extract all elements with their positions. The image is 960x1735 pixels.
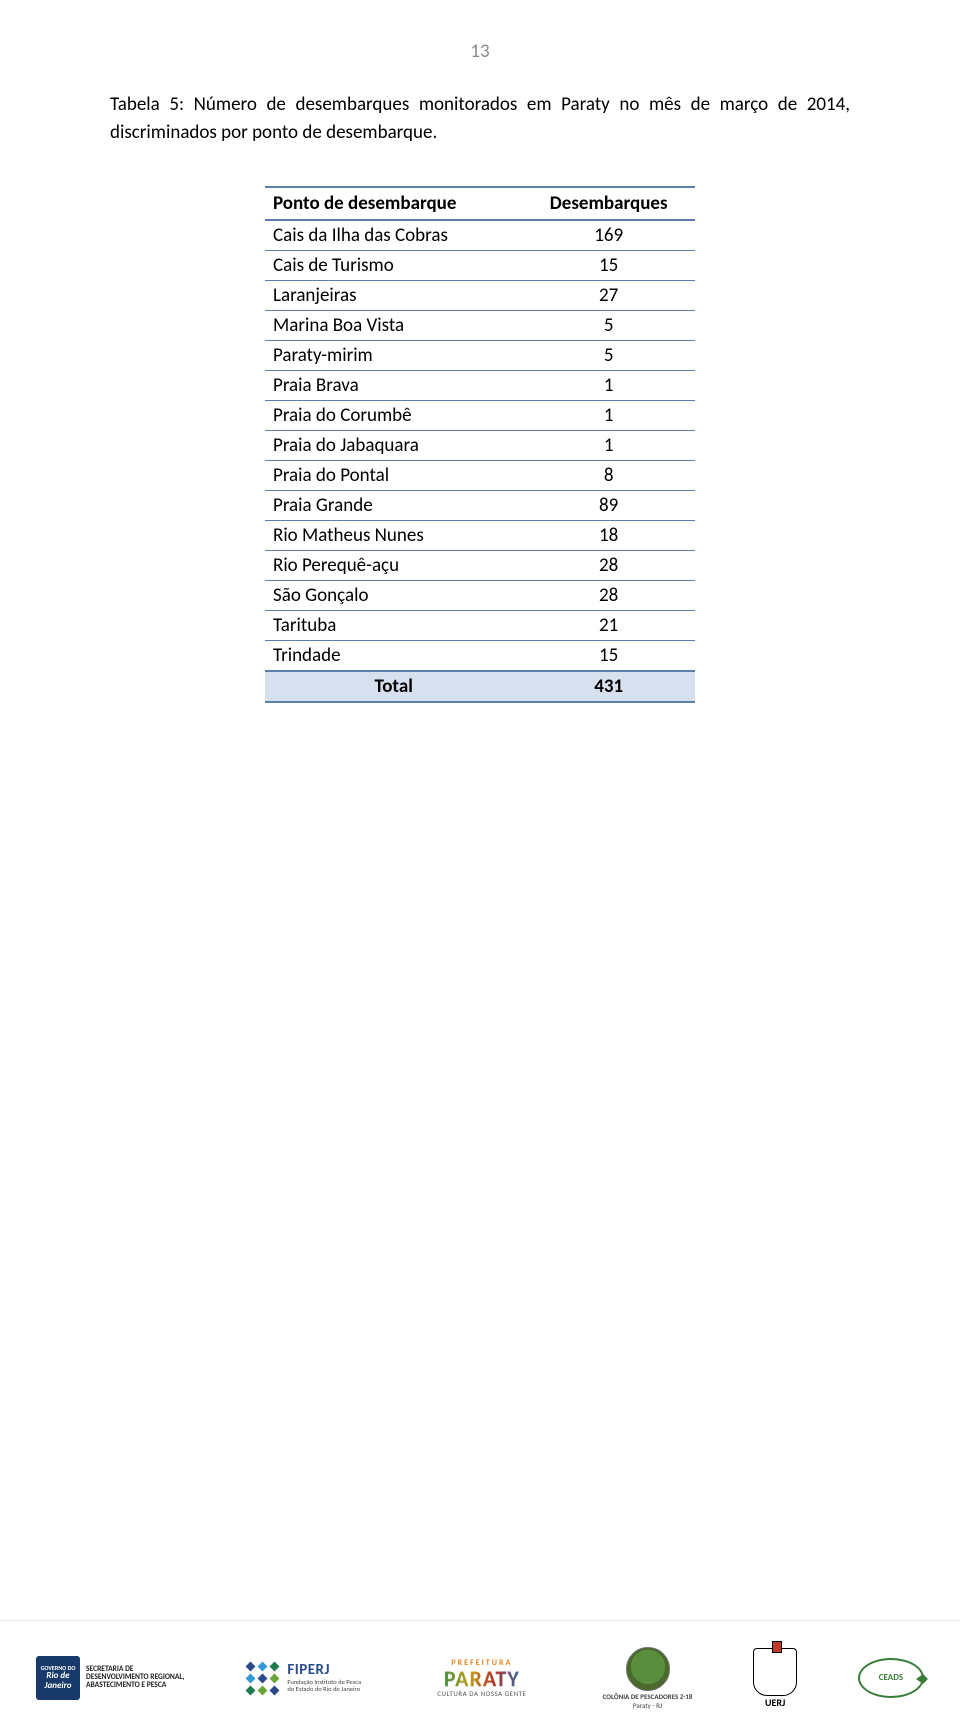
cell-value: 1 [522, 431, 695, 461]
cell-ponto: Praia Grande [265, 491, 522, 521]
logo-governo-rio: GOVERNO DO Rio de Janeiro SECRETARIA DE … [36, 1656, 185, 1700]
table-header-row: Ponto de desembarque Desembarques [265, 187, 695, 220]
fiperj-sub: Fundação Instituto de Pesca do Estado do… [287, 1679, 361, 1693]
cell-value: 15 [522, 641, 695, 672]
total-value: 431 [522, 671, 695, 702]
fiperj-title: FIPERJ [287, 1663, 361, 1679]
total-label: Total [265, 671, 522, 702]
rio-shield-icon: GOVERNO DO Rio de Janeiro [36, 1656, 80, 1700]
paraty-sub: CULTURA DA NOSSA GENTE [437, 1690, 526, 1697]
table-row: Rio Perequê-açu28 [265, 551, 695, 581]
table-body: Cais da Ilha das Cobras169Cais de Turism… [265, 220, 695, 702]
ceads-leaf-icon: CEADS [858, 1658, 924, 1698]
table-row: Cais de Turismo15 [265, 251, 695, 281]
col-header-desembarques: Desembarques [522, 187, 695, 220]
colonia-sub: Paraty - RJ [633, 1702, 662, 1709]
cell-ponto: Rio Matheus Nunes [265, 521, 522, 551]
rio-line3: Janeiro [41, 1681, 76, 1691]
ceads-label: CEADS [879, 1673, 903, 1682]
cell-ponto: Praia do Pontal [265, 461, 522, 491]
table-row: Tarituba21 [265, 611, 695, 641]
table-row: Praia do Pontal8 [265, 461, 695, 491]
rio-dept: SECRETARIA DE DESENVOLVIMENTO REGIONAL, … [86, 1666, 185, 1690]
cell-ponto: Rio Perequê-açu [265, 551, 522, 581]
cell-ponto: Paraty-mirim [265, 341, 522, 371]
table-row: Marina Boa Vista5 [265, 311, 695, 341]
cell-value: 1 [522, 371, 695, 401]
table-total-row: Total431 [265, 671, 695, 702]
col-header-ponto: Ponto de desembarque [265, 187, 522, 220]
cell-ponto: Praia Brava [265, 371, 522, 401]
cell-value: 5 [522, 341, 695, 371]
document-page: 13 Tabela 5: Número de desembarques moni… [0, 0, 960, 1735]
colonia-label: COLÔNIA DE PESCADORES Z-18 [603, 1693, 693, 1700]
table-row: Trindade15 [265, 641, 695, 672]
table-row: Rio Matheus Nunes18 [265, 521, 695, 551]
cell-ponto: Praia do Corumbê [265, 401, 522, 431]
logo-uerj: UERJ [753, 1648, 797, 1709]
fiperj-icon [245, 1661, 279, 1695]
cell-ponto: Marina Boa Vista [265, 311, 522, 341]
cell-ponto: Tarituba [265, 611, 522, 641]
cell-ponto: Praia do Jabaquara [265, 431, 522, 461]
footer-logos: GOVERNO DO Rio de Janeiro SECRETARIA DE … [0, 1620, 960, 1735]
cell-value: 27 [522, 281, 695, 311]
paraty-name: PARATY [444, 1667, 520, 1690]
table-row: Cais da Ilha das Cobras169 [265, 220, 695, 251]
table-row: Praia Brava1 [265, 371, 695, 401]
table-row: Laranjeiras27 [265, 281, 695, 311]
logo-ceads: CEADS [858, 1658, 924, 1698]
cell-value: 18 [522, 521, 695, 551]
logo-colonia: COLÔNIA DE PESCADORES Z-18 Paraty - RJ [603, 1647, 693, 1710]
page-number: 13 [110, 40, 850, 63]
table-container: Ponto de desembarque Desembarques Cais d… [265, 186, 695, 703]
cell-ponto: Laranjeiras [265, 281, 522, 311]
cell-value: 89 [522, 491, 695, 521]
table-row: Paraty-mirim5 [265, 341, 695, 371]
table-row: São Gonçalo28 [265, 581, 695, 611]
cell-value: 15 [522, 251, 695, 281]
cell-ponto: Cais de Turismo [265, 251, 522, 281]
table-caption: Tabela 5: Número de desembarques monitor… [110, 91, 850, 146]
logo-fiperj: FIPERJ Fundação Instituto de Pesca do Es… [245, 1661, 361, 1695]
logo-paraty: PREFEITURA PARATY CULTURA DA NOSSA GENTE [422, 1648, 542, 1708]
cell-ponto: Cais da Ilha das Cobras [265, 220, 522, 251]
desembarques-table: Ponto de desembarque Desembarques Cais d… [265, 186, 695, 703]
cell-value: 28 [522, 551, 695, 581]
colonia-seal-icon [626, 1647, 670, 1691]
table-row: Praia do Jabaquara1 [265, 431, 695, 461]
cell-value: 8 [522, 461, 695, 491]
cell-value: 5 [522, 311, 695, 341]
table-row: Praia do Corumbê1 [265, 401, 695, 431]
cell-ponto: São Gonçalo [265, 581, 522, 611]
uerj-crest-icon [753, 1648, 797, 1696]
table-row: Praia Grande89 [265, 491, 695, 521]
cell-value: 169 [522, 220, 695, 251]
uerj-label: UERJ [765, 1698, 785, 1709]
cell-ponto: Trindade [265, 641, 522, 672]
cell-value: 1 [522, 401, 695, 431]
cell-value: 28 [522, 581, 695, 611]
cell-value: 21 [522, 611, 695, 641]
